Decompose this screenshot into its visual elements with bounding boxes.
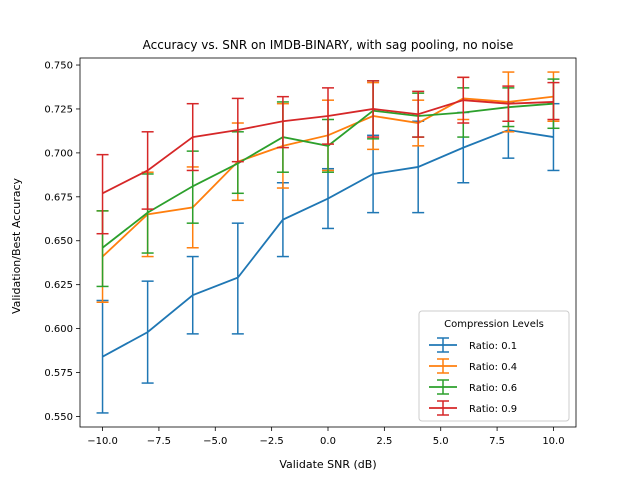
x-axis-ticks: −10.0 −7.5 −5.0 −2.5 0.0 2.5 5.0 7.5 10.0 [87,427,565,447]
legend-box [418,310,570,422]
x-tick-label: 5.0 [433,436,449,447]
y-tick-label: 0.625 [44,280,73,291]
y-tick-label: 0.650 [44,236,73,247]
y-tick-label: 0.600 [44,324,73,335]
y-tick-label: 0.575 [44,368,73,379]
x-axis-label: Validate SNR (dB) [279,458,376,471]
y-tick-label: 0.750 [44,61,73,72]
x-tick-label: 7.5 [489,436,505,447]
x-tick-label: −5.0 [203,436,227,447]
y-tick-label: 0.550 [44,412,73,423]
legend-label: Ratio: 0.6 [469,383,517,394]
chart-title: Accuracy vs. SNR on IMDB-BINARY, with sa… [143,38,514,52]
x-tick-label: −2.5 [259,436,283,447]
legend-label: Ratio: 0.9 [469,404,517,415]
plot-area [96,71,560,414]
axes-frame [79,57,577,428]
x-tick-label: −10.0 [87,436,118,447]
y-tick-label: 0.675 [44,192,73,203]
series-ratio-09 [96,76,560,235]
legend-label: Ratio: 0.1 [469,341,517,352]
x-tick-label: −7.5 [147,436,171,447]
y-tick-label: 0.700 [44,148,73,159]
x-tick-label: 2.5 [376,436,392,447]
x-tick-label: 0.0 [320,436,336,447]
x-tick-label: 10.0 [542,436,564,447]
y-tick-label: 0.725 [44,104,73,115]
y-axis-ticks: 0.550 0.575 0.600 0.625 0.650 0.675 0.700 0.725… [44,61,80,423]
series-line [102,99,554,195]
legend-title: Compression Levels [444,319,544,330]
series-line [102,129,554,358]
legend: Compression Levels Ratio: 0.1 Ratio: 0.4 Ra… [418,310,570,422]
legend-label: Ratio: 0.4 [469,362,517,373]
y-axis-label: Validation/Best Accuracy [10,177,23,314]
series-line [101,102,554,249]
